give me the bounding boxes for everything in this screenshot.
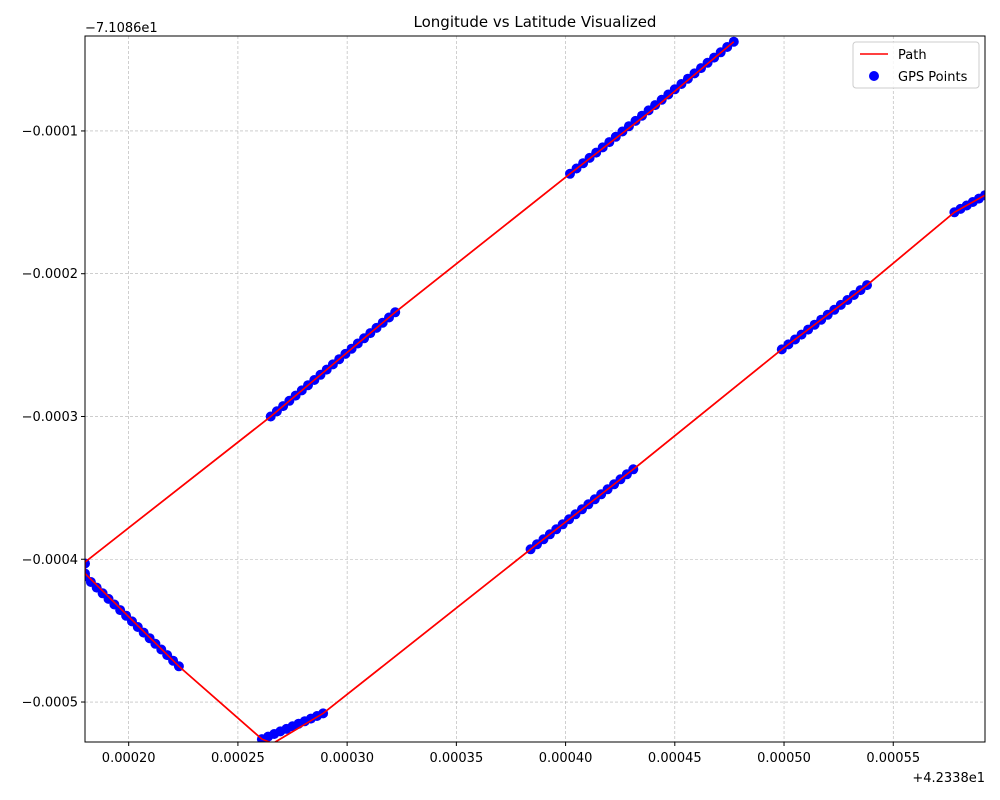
axis-ticks: 0.00020 0.00025 0.00030 0.00035 0.00040 0.000… [22,124,921,766]
x-tick-label: 0.00055 [866,751,920,766]
chart-title: Longitude vs Latitude Visualized [414,13,657,31]
legend-gps-label: GPS Points [898,70,968,85]
legend-path-label: Path [898,48,927,63]
y-offset-label: −7.1086e1 [85,21,158,36]
x-tick-label: 0.00020 [102,751,156,766]
x-tick-label: 0.00030 [320,751,374,766]
grid [85,36,985,742]
x-tick-label: 0.00050 [757,751,811,766]
x-tick-label: 0.00025 [211,751,265,766]
legend-gps-swatch [869,71,879,81]
x-tick-label: 0.00045 [648,751,702,766]
y-tick-label: −0.0002 [22,267,78,282]
legend: Path GPS Points [852,41,980,89]
x-tick-label: 0.00040 [539,751,593,766]
y-tick-label: −0.0005 [22,696,78,711]
y-tick-label: −0.0001 [22,124,78,139]
x-tick-label: 0.00035 [429,751,483,766]
plot-data [85,36,985,742]
path-line-overlay [85,41,985,742]
x-offset-label: +4.2338e1 [912,771,985,786]
y-tick-label: −0.0003 [22,410,78,425]
y-tick-label: −0.0004 [22,553,78,568]
plot-frame [84,35,986,743]
